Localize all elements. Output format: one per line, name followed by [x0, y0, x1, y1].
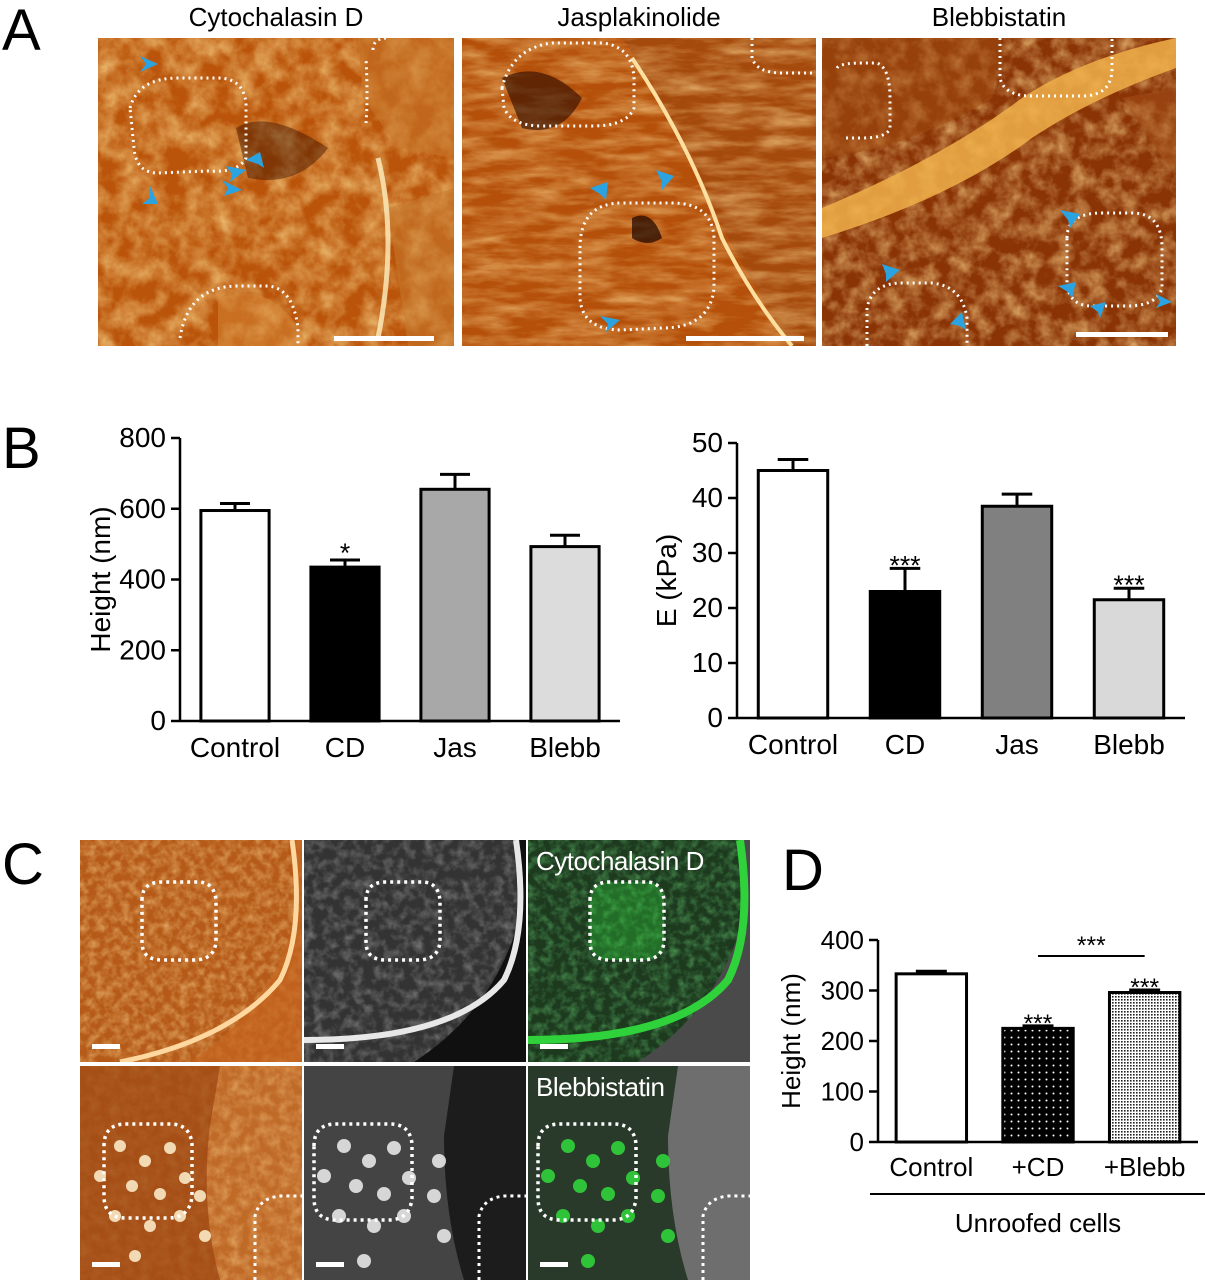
y-axis-label: Height (nm) [85, 506, 116, 652]
overlay-image-cd [528, 840, 750, 1062]
title-jasplakinolide: Jasplakinolide [557, 2, 721, 32]
bar [419, 487, 491, 723]
significance-label: * [340, 538, 350, 568]
panel-letter-a: A [2, 0, 41, 63]
significance-label: *** [1024, 1011, 1053, 1038]
group-label: Unroofed cells [955, 1208, 1121, 1238]
afm-image-cytochalasin [98, 38, 454, 346]
chart-height-treatments: 0 200 400 600 800 Height (nm) Control * CD Jas Ble… [85, 422, 620, 763]
y-tick-label: 100 [821, 1077, 864, 1107]
category-label: Control [889, 1152, 973, 1182]
category-label: Jas [433, 732, 477, 763]
y-tick-label: 40 [692, 482, 723, 513]
y-tick-label: 400 [821, 925, 864, 955]
significance-label: *** [1113, 570, 1144, 600]
category-label: Blebb [1093, 729, 1165, 760]
chart-height-unroofed: 0 100 200 300 400 Height (nm) Control *** +CD ***… [776, 925, 1205, 1238]
y-tick-label: 10 [692, 647, 723, 678]
panel-letter-c: C [2, 832, 44, 897]
fluorescence-image-cd [304, 840, 526, 1062]
bar [309, 565, 381, 723]
panel-letter-d: D [782, 838, 824, 903]
category-label: Jas [995, 729, 1039, 760]
bar [529, 545, 601, 723]
category-label: +Blebb [1104, 1152, 1186, 1182]
y-axis-label: Height (nm) [776, 973, 806, 1109]
title-blebbistatin: Blebbistatin [931, 2, 1067, 32]
y-tick-label: 200 [821, 1026, 864, 1056]
bar [1092, 598, 1166, 720]
label-cytochalasin-d: Cytochalasin D [536, 846, 704, 876]
afm-image-blebbistatin [822, 38, 1176, 346]
label-blebbistatin: Blebbistatin [536, 1072, 665, 1102]
y-tick-label: 20 [692, 592, 723, 623]
category-label: CD [325, 732, 365, 763]
bar [1107, 991, 1182, 1144]
afm-image-cd-unroofed [80, 840, 302, 1062]
bar [199, 509, 271, 723]
y-tick-label: 0 [150, 705, 166, 736]
bracket-label: *** [1077, 933, 1106, 960]
y-tick-label: 400 [119, 564, 166, 595]
fluorescence-image-blebb [304, 1066, 526, 1280]
category-label: Blebb [529, 732, 601, 763]
y-axis-label: E (kPa) [651, 534, 682, 627]
y-tick-label: 600 [119, 493, 166, 524]
y-tick-label: 50 [692, 427, 723, 458]
panel-letter-b: B [2, 416, 41, 481]
overlay-image-blebb [528, 1066, 750, 1280]
y-tick-label: 0 [707, 702, 723, 733]
category-label: Control [190, 732, 280, 763]
bar [1001, 1026, 1075, 1144]
bar [868, 590, 942, 720]
afm-image-jasplakinolide [462, 38, 816, 346]
bar [980, 504, 1054, 720]
title-cytochalasin-d: Cytochalasin D [188, 2, 364, 32]
category-label: Control [748, 729, 838, 760]
y-tick-label: 300 [821, 976, 864, 1006]
significance-label: *** [889, 550, 920, 580]
bar [756, 469, 830, 720]
y-tick-label: 800 [119, 422, 166, 453]
category-label: CD [885, 729, 925, 760]
significance-label: *** [1130, 975, 1159, 1002]
y-tick-label: 200 [119, 634, 166, 665]
bar [894, 972, 969, 1144]
y-tick-label: 30 [692, 537, 723, 568]
category-label: +CD [1012, 1152, 1065, 1182]
chart-modulus-treatments: 0 10 20 30 40 50 E (kPa) Control *** CD Jas *** Bleb… [651, 427, 1185, 760]
y-tick-label: 0 [850, 1127, 864, 1157]
afm-image-blebb-unroofed [80, 1066, 302, 1280]
